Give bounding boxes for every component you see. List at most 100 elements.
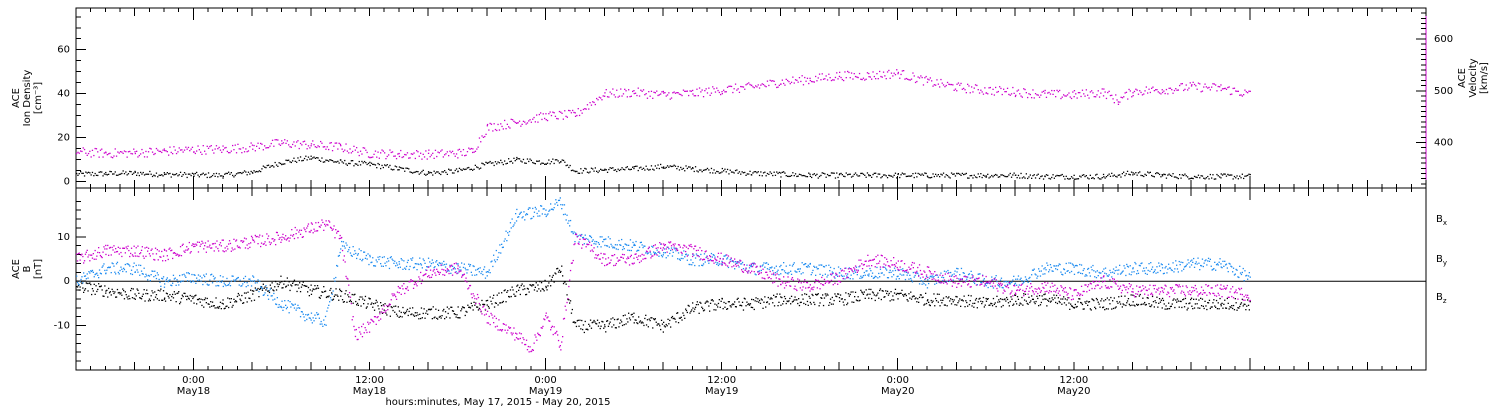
velocity-series-point <box>674 92 677 94</box>
density-series-point <box>310 155 312 157</box>
b-series-by-point <box>263 294 265 296</box>
velocity-series-point <box>646 97 649 99</box>
density-series-point <box>649 168 651 171</box>
b-series-bx-point <box>1227 302 1229 304</box>
b-series-bx-point <box>637 322 639 325</box>
velocity-series-point <box>1173 89 1176 92</box>
velocity-series-point <box>736 89 738 91</box>
b-series-bx-point <box>684 317 686 319</box>
b-series-bx-point <box>476 306 478 308</box>
density-series-point <box>306 159 308 161</box>
b-series-by-point <box>529 207 531 209</box>
density-series-point <box>1163 173 1165 175</box>
b-series-by-point <box>1183 268 1185 270</box>
b-series-bz-point <box>204 245 206 247</box>
b-series-bx-point <box>443 308 445 311</box>
velocity-series-point <box>497 123 499 126</box>
density-series-point <box>972 177 974 179</box>
velocity-series-point <box>1203 86 1205 88</box>
b-series-bx-point <box>213 305 215 307</box>
b-series-bx-point <box>887 294 890 296</box>
b-series-by-point <box>205 273 207 275</box>
b-series-by-point <box>173 278 175 280</box>
b-series-bx-point <box>349 299 352 301</box>
velocity-series-point <box>99 149 102 151</box>
b-series-by-point <box>381 256 384 259</box>
b-series-bx-point <box>134 293 136 295</box>
b-series-by-point <box>630 249 632 252</box>
b-series-by-point <box>468 263 470 265</box>
b-series-by-point <box>961 278 963 280</box>
b-series-bz-point <box>208 246 210 248</box>
velocity-series-point <box>1047 92 1049 94</box>
b-series-by-point <box>128 264 130 266</box>
b-series-by-point <box>1232 271 1234 273</box>
velocity-series-point <box>372 156 374 158</box>
velocity-series-point <box>967 83 969 85</box>
velocity-series-point <box>423 156 426 158</box>
velocity-series-point <box>677 92 679 94</box>
b-series-bx-point <box>1082 308 1084 310</box>
density-series-point <box>242 171 244 174</box>
density-series-point <box>690 168 692 170</box>
velocity-series-point <box>963 87 965 90</box>
b-series-by-point <box>291 303 293 305</box>
b-series-by-point <box>120 266 122 268</box>
density-series-point <box>187 173 190 175</box>
density-series-point <box>721 167 723 170</box>
velocity-series-point <box>1128 88 1130 91</box>
velocity-series-point <box>504 119 506 122</box>
density-series-point <box>837 176 839 179</box>
density-series-point <box>190 174 192 177</box>
velocity-series-point <box>886 71 889 73</box>
b-series-bx-point <box>963 295 965 297</box>
b-series-bx-point <box>1210 306 1212 308</box>
b-series-bx-point <box>210 301 212 303</box>
velocity-series-point <box>710 92 713 94</box>
density-series-point <box>1195 176 1197 178</box>
b-series-by-point <box>1149 270 1151 272</box>
density-series-point <box>380 167 382 170</box>
b-series-by-point <box>200 280 202 282</box>
b-series-by-point <box>593 243 595 245</box>
density-series-point <box>605 169 607 171</box>
density-series-point <box>800 174 802 176</box>
b-series-by-point <box>741 261 744 264</box>
density-series-point <box>762 172 765 174</box>
density-series-point <box>297 157 299 159</box>
b-series-bx-point <box>1197 307 1199 309</box>
b-series-by-point <box>115 263 118 265</box>
b-series-by-point <box>974 279 977 281</box>
density-series-point <box>929 177 931 179</box>
b-series-by-point <box>553 207 555 209</box>
b-series-bx-point <box>903 293 906 296</box>
b-series-bx-point <box>815 294 818 296</box>
density-series-point <box>349 162 351 165</box>
b-series-bx-point <box>1075 306 1077 308</box>
b-series-bz-point <box>169 247 171 249</box>
density-series-point <box>125 171 127 173</box>
b-series-by-point <box>1144 270 1146 272</box>
b-series-by-point <box>1202 265 1204 268</box>
b-series-bx-point <box>650 317 652 319</box>
b-series-bx-point <box>1208 299 1211 301</box>
b-series-by-point <box>674 248 676 250</box>
b-series-bx-point <box>805 303 807 306</box>
velocity-series-point <box>999 86 1001 88</box>
b-series-bx-point <box>1004 298 1006 300</box>
b-series-bx-point <box>197 298 200 301</box>
velocity-series-point <box>1029 93 1031 96</box>
b-series-bz-point <box>233 238 235 240</box>
b-series-by-point <box>1032 269 1034 271</box>
b-series-by-point <box>579 234 581 236</box>
b-series-by-point <box>1132 267 1134 269</box>
velocity-series-point <box>133 148 135 150</box>
b-series-bx-point <box>1151 304 1153 306</box>
b-series-by-point <box>746 264 748 266</box>
b-series-bx-point <box>250 300 253 302</box>
b-series-by-point <box>868 273 870 275</box>
b-series-bx-point <box>108 287 110 290</box>
b-series-bx-point <box>1131 304 1133 306</box>
b-series-bx-point <box>774 296 777 298</box>
b-series-by-point <box>95 273 97 275</box>
